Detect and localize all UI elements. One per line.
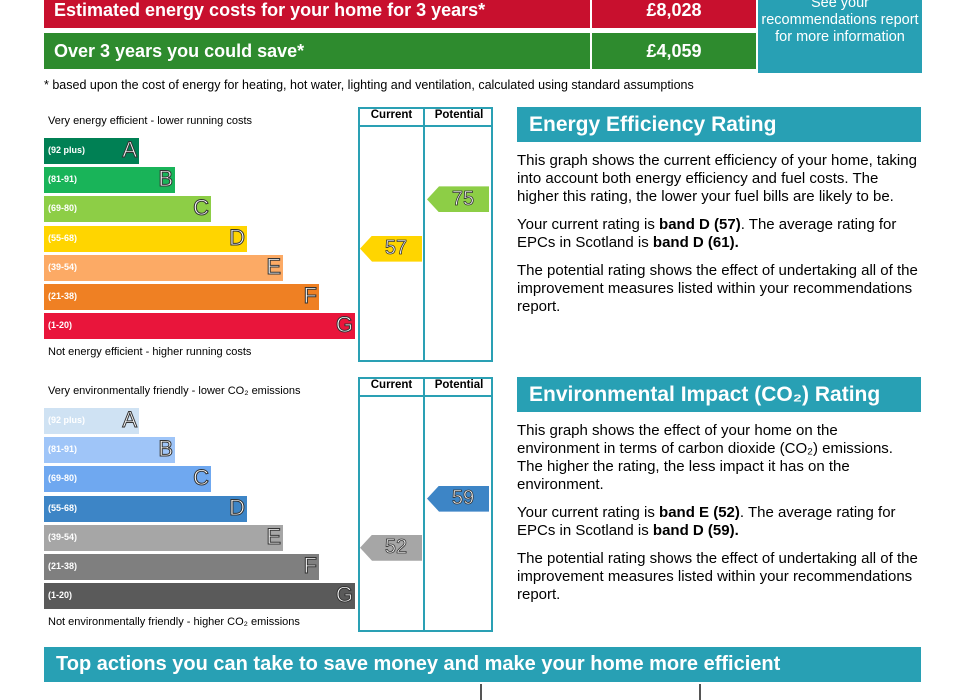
band-range: (21-38) bbox=[48, 561, 78, 571]
energy-panel-p2: Your current rating is band D (57). The … bbox=[517, 216, 921, 252]
energy-band-e: (39-54) E bbox=[44, 253, 283, 281]
band-letter: A bbox=[122, 137, 138, 163]
co2-current-rating-arrow: 52 bbox=[360, 534, 422, 561]
co2-band-e: (39-54) E bbox=[44, 523, 283, 551]
co2-panel-text: This graph shows the effect of your home… bbox=[517, 422, 921, 614]
savings-value: £4,059 bbox=[592, 33, 756, 69]
band-letter: B bbox=[158, 166, 174, 192]
current-band-text: band D (57) bbox=[659, 216, 741, 233]
band-letter: G bbox=[335, 582, 353, 608]
band-range: (1-20) bbox=[48, 590, 73, 601]
potential-header: Potential bbox=[434, 379, 484, 391]
energy-band-a: (92 plus) A bbox=[44, 137, 139, 164]
savings-label: Over 3 years you could save* bbox=[44, 33, 590, 69]
band-range: (81-91) bbox=[48, 174, 78, 185]
energy-potential-rating-arrow: 75 bbox=[427, 186, 489, 213]
text-span: Your current rating is bbox=[517, 216, 660, 233]
energy-efficiency-graph: Current Potential Very energy efficient … bbox=[44, 107, 494, 362]
band-letter: E bbox=[266, 523, 282, 549]
energy-current-rating-arrow: 57 bbox=[360, 235, 422, 262]
average-band-text: band D (59). bbox=[652, 522, 739, 539]
estimated-costs-value: £8,028 bbox=[592, 0, 756, 28]
energy-band-g: (1-20) G bbox=[44, 312, 355, 340]
current-column bbox=[358, 107, 425, 362]
band-range: (92 plus) bbox=[48, 145, 86, 155]
band-range: (69-80) bbox=[48, 203, 78, 214]
co2-potential-rating-arrow: 59 bbox=[427, 485, 489, 512]
potential-column bbox=[425, 107, 493, 362]
co2-band-a: (92 plus) A bbox=[44, 407, 139, 434]
header-divider bbox=[358, 125, 493, 127]
band-letter: B bbox=[158, 436, 174, 462]
energy-band-c: (69-80) C bbox=[44, 195, 211, 223]
band-letter: F bbox=[303, 283, 317, 309]
energy-panel-p1: This graph shows the current efficiency … bbox=[517, 152, 917, 205]
co2-panel-p3: The potential rating shows the effect of… bbox=[517, 550, 918, 603]
current-header: Current bbox=[370, 379, 413, 391]
co2-panel-title: Environmental Impact (CO₂) Rating bbox=[517, 377, 921, 412]
co2-panel-p2: Your current rating is band E (52). The … bbox=[517, 504, 921, 540]
co2-band-g: (1-20) G bbox=[44, 582, 355, 610]
energy-panel-text: This graph shows the current efficiency … bbox=[517, 152, 921, 326]
band-letter: F bbox=[303, 553, 317, 579]
estimated-costs-label: Estimated energy costs for your home for… bbox=[44, 0, 590, 28]
bottom-note: Not energy efficient - higher running co… bbox=[48, 346, 252, 358]
co2-band-b: (81-91) B bbox=[44, 436, 175, 464]
table-divider bbox=[480, 684, 482, 700]
recommendations-link[interactable]: See your recommendations report for more… bbox=[758, 0, 922, 73]
band-range: (55-68) bbox=[48, 502, 78, 513]
band-range: (69-80) bbox=[48, 473, 78, 484]
band-range: (81-91) bbox=[48, 444, 78, 455]
band-range: (92 plus) bbox=[48, 415, 86, 425]
top-note: Very energy efficient - lower running co… bbox=[48, 115, 253, 127]
text-span: Your current rating is bbox=[517, 504, 660, 521]
header-divider bbox=[358, 395, 493, 397]
energy-band-d: (55-68) D bbox=[44, 224, 247, 252]
top-actions-heading: Top actions you can take to save money a… bbox=[44, 647, 921, 682]
band-letter: E bbox=[266, 253, 282, 279]
current-header: Current bbox=[370, 109, 413, 121]
co2-rating-graph: Current Potential Very environmentally f… bbox=[44, 377, 494, 632]
band-range: (21-38) bbox=[48, 291, 78, 301]
band-range: (39-54) bbox=[48, 261, 78, 272]
current-column bbox=[358, 377, 425, 632]
band-range: (1-20) bbox=[48, 320, 73, 331]
energy-band-b: (81-91) B bbox=[44, 166, 175, 194]
top-note: Very environmentally friendly - lower CO… bbox=[48, 385, 301, 397]
band-range: (39-54) bbox=[48, 531, 78, 542]
co2-panel-p1: This graph shows the effect of your home… bbox=[517, 422, 893, 493]
potential-header: Potential bbox=[434, 109, 484, 121]
average-band-text: band D (61). bbox=[652, 234, 739, 251]
band-letter: C bbox=[193, 195, 210, 221]
band-letter: D bbox=[229, 224, 246, 250]
text-span: . The average rating for EPCs in Scotlan… bbox=[517, 216, 897, 251]
energy-band-f: (21-38) F bbox=[44, 283, 319, 310]
co2-band-c: (69-80) C bbox=[44, 465, 211, 493]
band-letter: C bbox=[193, 465, 210, 491]
band-range: (55-68) bbox=[48, 232, 78, 243]
current-band-text: band E (52) bbox=[659, 504, 740, 521]
co2-band-d: (55-68) D bbox=[44, 494, 247, 522]
text-span: . The average rating for EPCs in Scotlan… bbox=[517, 504, 896, 539]
cost-footnote: * based upon the cost of energy for heat… bbox=[44, 78, 694, 92]
band-letter: G bbox=[335, 312, 353, 338]
table-divider bbox=[699, 684, 701, 700]
band-letter: D bbox=[229, 494, 246, 520]
bottom-note: Not environmentally friendly - higher CO… bbox=[48, 616, 300, 628]
band-letter: A bbox=[122, 407, 138, 433]
energy-panel-title: Energy Efficiency Rating bbox=[517, 107, 921, 142]
potential-column bbox=[425, 377, 493, 632]
co2-band-f: (21-38) F bbox=[44, 553, 319, 580]
energy-panel-p3: The potential rating shows the effect of… bbox=[517, 262, 918, 315]
